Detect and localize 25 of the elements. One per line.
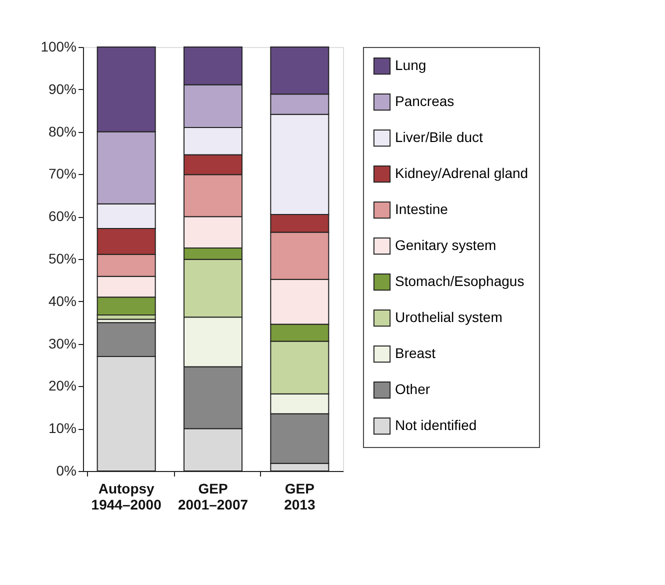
y-tick-label: 50%	[48, 250, 76, 266]
y-tick-label: 100%	[40, 38, 76, 54]
legend-label: Pancreas	[395, 93, 454, 109]
x-tick-label: GEP 2001–2007	[178, 480, 248, 512]
legend-label: Liver/Bile duct	[395, 129, 484, 145]
y-tick-label: 90%	[48, 80, 76, 97]
y-tick-label: 60%	[48, 208, 76, 224]
y-tick-label: 80%	[48, 123, 76, 140]
y-tick-label: 0%	[56, 462, 76, 478]
legend-label: Lung	[395, 57, 426, 73]
legend-label: Urothelial system	[395, 309, 502, 325]
legend-label: Kidney/Adrenal gland	[395, 165, 528, 181]
legend-label: Breast	[395, 345, 436, 361]
y-tick-label: 10%	[48, 420, 76, 436]
legend-label: Stomach/Esophagus	[395, 273, 524, 289]
x-tick-label: GEP 2013	[284, 480, 316, 512]
legend-label: Other	[395, 381, 430, 397]
y-tick-label: 70%	[48, 166, 76, 182]
legend-label: Not identified	[395, 417, 477, 433]
legend-label: Genitary system	[395, 237, 496, 253]
legend-label: Intestine	[395, 201, 448, 217]
y-tick-label: 20%	[48, 378, 76, 394]
y-tick-label: 30%	[48, 335, 76, 352]
y-tick-label: 40%	[48, 292, 76, 309]
x-tick-label: Autopsy 1944–2000	[91, 480, 162, 512]
